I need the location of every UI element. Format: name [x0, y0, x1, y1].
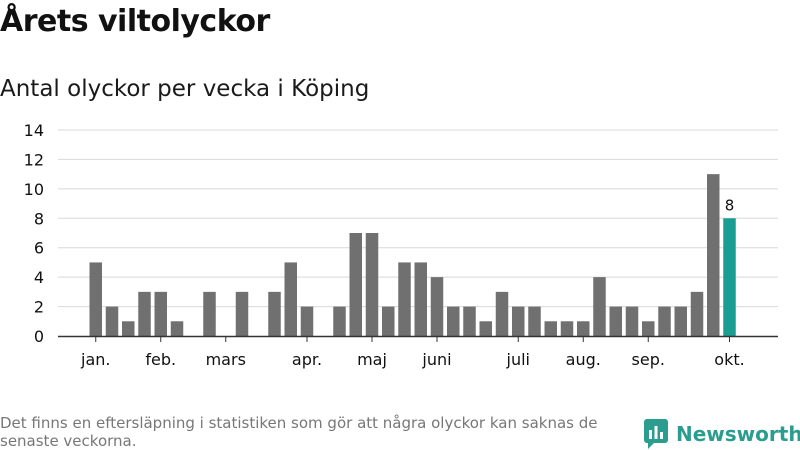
bar — [349, 233, 362, 336]
x-tick-label: apr. — [292, 350, 322, 369]
brand-logo[interactable]: Newsworthy — [644, 418, 800, 450]
bar — [89, 262, 102, 336]
chart-title: Årets viltolyckor — [0, 4, 270, 39]
x-tick-label: juni — [421, 350, 451, 369]
bar — [365, 233, 379, 336]
bar — [625, 306, 639, 336]
x-tick-label: feb. — [145, 350, 176, 369]
bar — [333, 306, 346, 336]
bar — [203, 291, 216, 336]
x-tick-label: okt. — [714, 350, 744, 369]
bar — [447, 306, 460, 336]
x-tick-label: jan. — [80, 350, 110, 369]
bar — [560, 321, 574, 336]
bar — [463, 306, 476, 336]
bar — [707, 174, 720, 336]
bar — [235, 291, 249, 336]
chart-subtitle: Antal olyckor per vecka i Köping — [0, 76, 370, 102]
bar — [512, 306, 525, 336]
bar — [593, 277, 606, 336]
bar — [479, 321, 492, 336]
bar — [690, 291, 704, 336]
bar — [268, 291, 281, 336]
bar — [577, 321, 590, 336]
bar — [414, 262, 427, 336]
bar — [284, 262, 297, 336]
y-tick-label: 12 — [24, 150, 44, 169]
x-tick-label: juli — [506, 350, 530, 369]
bar — [122, 321, 135, 336]
bar — [170, 321, 184, 336]
bar — [642, 321, 655, 336]
bar — [105, 306, 119, 336]
y-tick-label: 10 — [24, 180, 44, 199]
bar — [674, 306, 687, 336]
bar — [658, 306, 671, 336]
y-tick-label: 2 — [34, 298, 44, 317]
data-label: 8 — [725, 196, 735, 214]
bar — [544, 321, 557, 336]
x-tick-label: aug. — [566, 350, 601, 369]
x-tick-label: sep. — [632, 350, 665, 369]
y-tick-label: 14 — [24, 121, 44, 140]
brand-name: Newsworthy — [676, 422, 800, 446]
y-axis-ticks: 0 2 4 6 8 10 12 14 — [24, 121, 44, 346]
y-tick-label: 6 — [34, 239, 44, 258]
bar-chart: 0 2 4 6 8 10 12 14 8 jan. feb. mars apr. maj juni jul… — [24, 121, 778, 369]
y-tick-label: 4 — [34, 268, 44, 287]
bar — [430, 277, 444, 336]
x-axis-ticks: jan. feb. mars apr. maj juni juli aug. sep. okt. — [80, 336, 745, 369]
newsworthy-logo-icon — [644, 419, 668, 449]
bar — [382, 306, 395, 336]
bar — [138, 291, 151, 336]
grid-lines — [58, 129, 778, 308]
y-tick-label: 0 — [34, 327, 44, 346]
bar — [300, 306, 314, 336]
bar — [723, 218, 736, 336]
bar — [495, 291, 509, 336]
bar — [528, 306, 541, 336]
bar — [398, 262, 411, 336]
footnote: Det finns en eftersläpning i statistiken… — [0, 414, 598, 450]
bar — [609, 306, 622, 336]
x-tick-label: mars — [206, 350, 246, 369]
bars — [89, 174, 736, 336]
data-labels: 8 — [725, 196, 735, 214]
y-tick-label: 8 — [34, 209, 44, 228]
bar — [154, 291, 167, 336]
x-tick-label: maj — [357, 350, 387, 369]
